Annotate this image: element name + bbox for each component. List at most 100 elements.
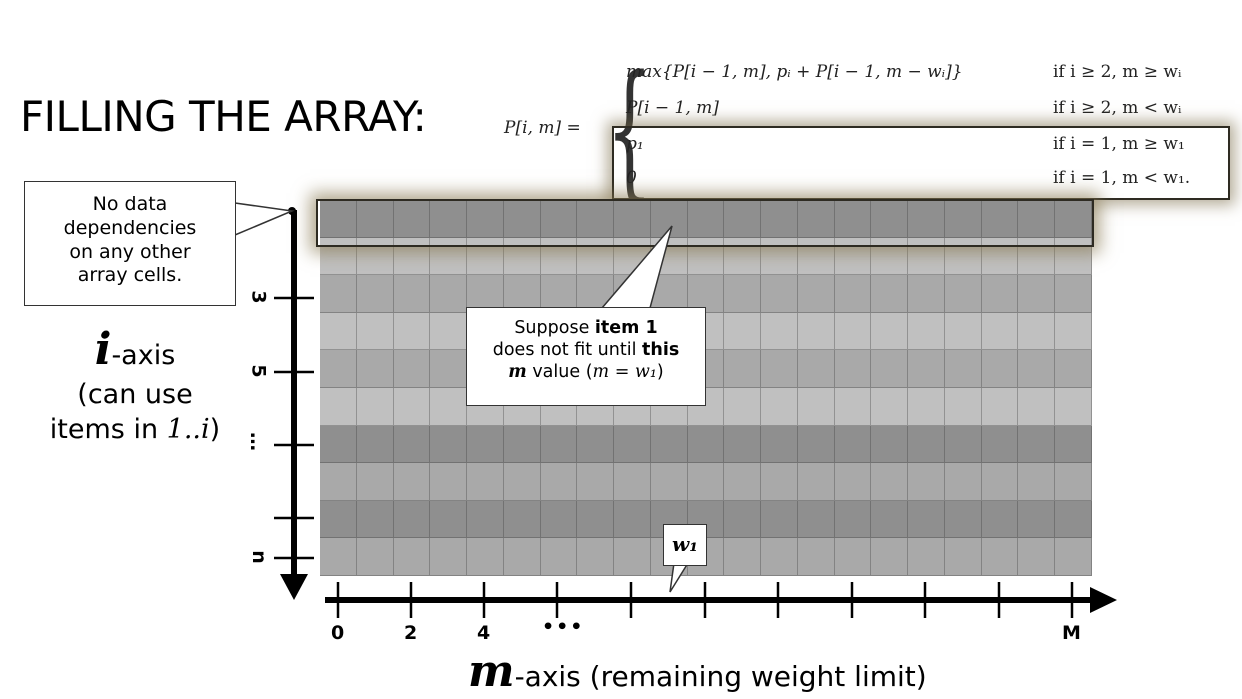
array-cell	[540, 237, 578, 276]
array-cell	[467, 237, 504, 276]
array-cell	[430, 275, 468, 313]
array-cell	[393, 463, 431, 501]
array-cell	[834, 312, 872, 351]
array-cell	[797, 237, 835, 276]
array-cell	[356, 500, 394, 539]
array-cell	[1055, 538, 1092, 576]
array-cell	[871, 200, 909, 238]
case-1-cond: if i ≥ 2, m ≥ wᵢ	[1053, 62, 1182, 82]
array-cell	[356, 425, 394, 464]
array-cell	[908, 312, 945, 351]
array-cell	[356, 387, 394, 426]
array-cell	[430, 500, 468, 539]
callout-text: Suppose	[514, 318, 595, 338]
m-tick-label-dots: •••	[542, 616, 585, 638]
recurrence-lhs: P[i, m] =	[504, 118, 581, 138]
array-cell	[834, 500, 872, 539]
array-cell	[871, 237, 909, 276]
m-tick-label-0: 0	[331, 622, 345, 644]
array-cell	[834, 200, 872, 238]
array-cell	[393, 387, 431, 426]
array-cell	[356, 312, 394, 351]
array-cell	[944, 350, 982, 388]
array-cell	[1018, 312, 1056, 351]
array-cell	[540, 463, 578, 501]
array-cell	[908, 425, 945, 464]
nodata-callout-pointer	[234, 202, 295, 237]
array-cell	[1055, 425, 1092, 464]
array-cell	[614, 500, 651, 539]
array-cell	[467, 275, 504, 313]
array-cell	[944, 237, 982, 276]
i-axis-text: items in	[49, 413, 167, 445]
i-axis-line2: (can use	[77, 379, 193, 411]
array-cell	[871, 312, 909, 351]
array-cell	[908, 538, 945, 576]
array-cell	[834, 538, 872, 576]
array-cell	[614, 463, 651, 501]
array-cell	[1055, 200, 1092, 238]
array-cell	[908, 237, 945, 276]
array-cell	[981, 275, 1019, 313]
array-cell	[1055, 387, 1092, 426]
callout-line: No data	[92, 193, 168, 215]
array-cell	[1018, 350, 1056, 388]
m-tick-label-M: M	[1062, 622, 1081, 644]
array-cell	[1018, 500, 1056, 539]
array-cell	[761, 350, 798, 388]
case-2-expr: P[i − 1, m]	[626, 98, 719, 118]
array-cell	[724, 425, 762, 464]
array-cell	[320, 538, 357, 576]
array-cell	[981, 463, 1019, 501]
array-cell	[320, 200, 357, 238]
array-cell	[540, 500, 578, 539]
array-cell	[540, 425, 578, 464]
array-cell	[724, 237, 762, 276]
row-1-highlight	[316, 199, 1094, 247]
array-cell	[687, 425, 725, 464]
i-axis-math: 1..i	[166, 413, 210, 445]
m-axis-letter: m	[468, 646, 515, 697]
no-data-dependencies-callout: No data dependencies on any other array …	[24, 181, 236, 306]
array-cell	[577, 463, 615, 501]
array-cell	[944, 425, 982, 464]
array-cell	[834, 275, 872, 313]
case-1-expr: max{P[i − 1, m], pᵢ + P[i − 1, m − wᵢ]}	[626, 62, 963, 82]
array-cell	[356, 237, 394, 276]
array-cell	[430, 200, 468, 238]
array-cell	[430, 463, 468, 501]
array-cell	[1018, 463, 1056, 501]
array-cell	[577, 425, 615, 464]
array-cell	[393, 200, 431, 238]
array-cell	[430, 387, 468, 426]
array-cell	[320, 425, 357, 464]
array-cell	[1018, 538, 1056, 576]
array-cell	[981, 200, 1019, 238]
array-cell	[320, 237, 357, 276]
callout-math: m = w₁	[592, 361, 657, 382]
array-cell	[320, 275, 357, 313]
array-cell	[797, 500, 835, 539]
array-cell	[320, 463, 357, 501]
array-cell	[944, 275, 982, 313]
callout-line: m value (m = w₁)	[467, 362, 705, 384]
case-2-cond: if i ≥ 2, m < wᵢ	[1053, 98, 1182, 118]
array-cell	[724, 500, 762, 539]
array-cell	[1055, 275, 1092, 313]
array-cell	[687, 275, 725, 313]
array-cell	[797, 312, 835, 351]
array-cell	[1018, 237, 1056, 276]
array-cell	[724, 350, 762, 388]
array-cell	[944, 387, 982, 426]
array-cell	[834, 237, 872, 276]
m-axis-arrowhead	[1090, 587, 1117, 613]
i-axis-title: i-axis	[30, 322, 240, 378]
array-cell	[761, 237, 798, 276]
array-cell	[761, 200, 798, 238]
array-cell	[577, 538, 615, 576]
array-cell	[356, 275, 394, 313]
recurrence-formula: P[i, m] = { max{P[i − 1, m], pᵢ + P[i − …	[500, 52, 1242, 204]
array-cell	[797, 538, 835, 576]
array-cell	[797, 387, 835, 426]
case-3-cond: if i = 1, m ≥ w₁	[1053, 134, 1185, 154]
